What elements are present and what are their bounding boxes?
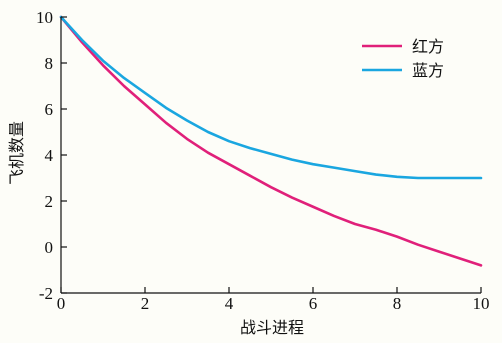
y-tick-label: 10: [36, 8, 53, 27]
y-tick-label: 4: [45, 146, 54, 165]
y-axis-title: 飞机数量: [7, 121, 26, 185]
legend-label-1: 红方: [412, 37, 444, 56]
y-tick-label: -2: [39, 284, 53, 303]
legend-label-2: 蓝方: [412, 61, 444, 80]
x-tick-label: 0: [57, 294, 66, 313]
y-tick-label: 2: [45, 192, 54, 211]
x-tick-label: 4: [225, 294, 234, 313]
x-tick-label: 8: [393, 294, 402, 313]
plot-area: [59, 15, 483, 267]
series-line-2: [59, 15, 483, 180]
y-tick-label: 8: [45, 54, 54, 73]
x-tick-label: 10: [473, 294, 490, 313]
x-axis-title: 战斗进程: [240, 318, 304, 337]
y-tick-label: 0: [45, 238, 54, 257]
x-tick-label: 2: [141, 294, 150, 313]
x-tick-label: 6: [309, 294, 318, 313]
series-line-1: [59, 15, 483, 267]
y-tick-label: 6: [45, 100, 54, 119]
